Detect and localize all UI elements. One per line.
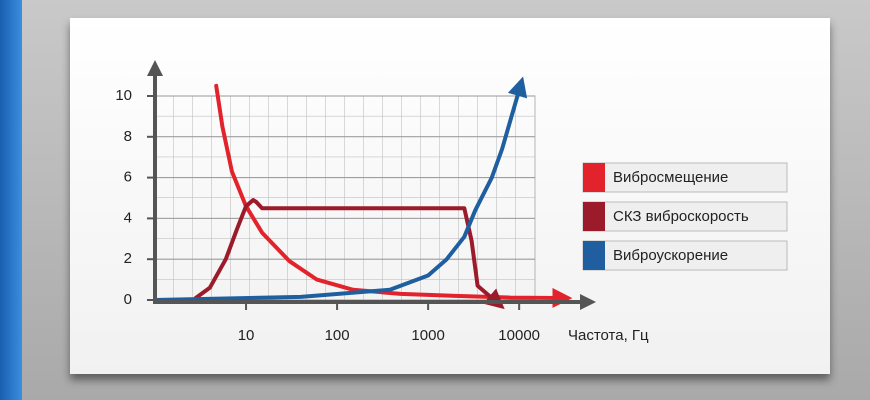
legend-swatch bbox=[583, 163, 605, 192]
x-tick-label: 10 bbox=[238, 327, 255, 344]
legend-swatch bbox=[583, 202, 605, 231]
y-tick-label: 8 bbox=[124, 128, 132, 145]
y-tick-label: 10 bbox=[115, 87, 132, 104]
y-tick-label: 4 bbox=[124, 209, 132, 226]
side-bar bbox=[0, 0, 22, 400]
legend-box bbox=[582, 201, 788, 232]
x-tick-label: 10000 bbox=[498, 327, 540, 344]
legend-label: СКЗ виброскорость bbox=[613, 208, 749, 225]
grid-background bbox=[154, 95, 536, 301]
legend-label: Вибросмещение bbox=[613, 169, 728, 186]
x-tick-label: 1000 bbox=[411, 327, 444, 344]
series-line bbox=[214, 83, 573, 308]
series-line bbox=[153, 76, 528, 302]
y-tick-label: 0 bbox=[124, 291, 132, 308]
series-line bbox=[193, 198, 505, 310]
y-tick-label: 2 bbox=[124, 250, 132, 267]
x-tick-label: 100 bbox=[325, 327, 350, 344]
y-tick-label: 6 bbox=[124, 169, 132, 186]
x-axis-label: Частота, Гц bbox=[568, 327, 649, 344]
legend-label: Виброускорение bbox=[613, 247, 728, 264]
legend-box bbox=[582, 240, 788, 271]
legend-swatch bbox=[583, 241, 605, 270]
